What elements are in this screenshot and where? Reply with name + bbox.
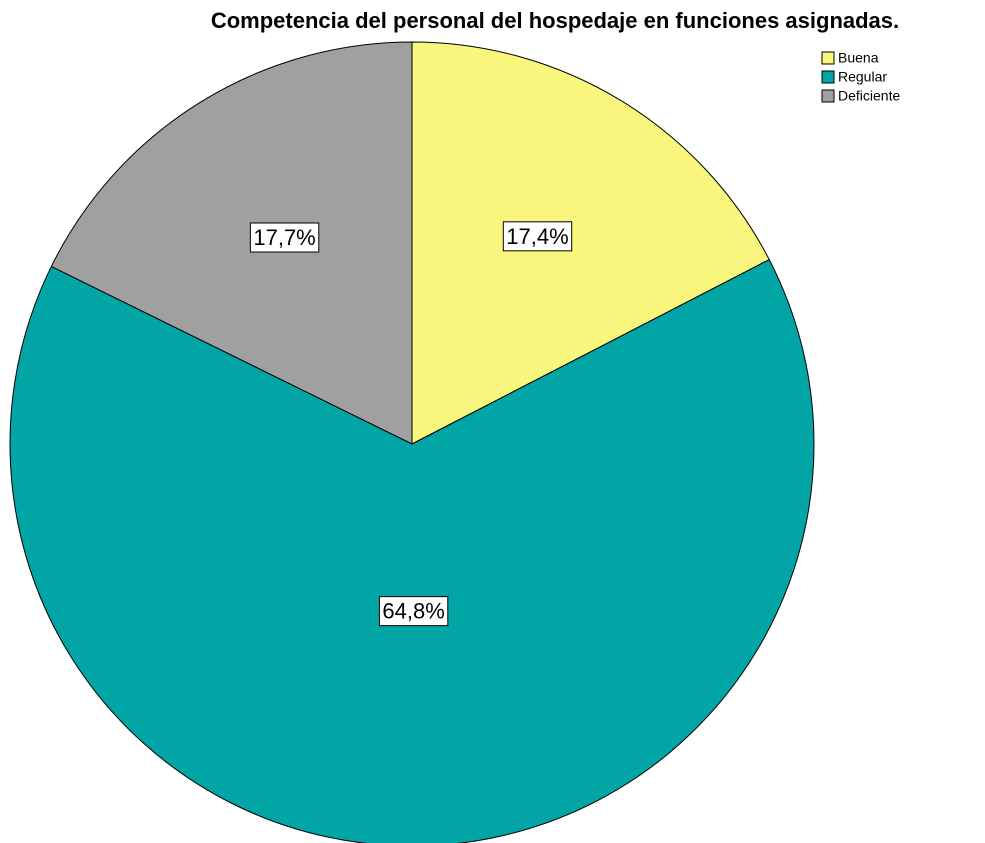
pie-slice xyxy=(50,41,413,445)
legend-swatch xyxy=(821,70,835,84)
pie-slice xyxy=(411,41,770,445)
value-label-text: 17,4% xyxy=(506,224,568,249)
chart-title: Competencia del personal del hospedaje e… xyxy=(211,8,899,33)
value-label-box xyxy=(249,222,320,253)
legend-label: Buena xyxy=(838,50,879,66)
value-label-text: 64,8% xyxy=(382,599,444,624)
value-label: 17,4% xyxy=(502,221,573,252)
legend-swatch xyxy=(821,51,835,65)
legend-label: Deficiente xyxy=(838,88,900,104)
value-label: 64,8% xyxy=(378,596,449,627)
legend-swatch xyxy=(821,89,835,103)
value-label-box xyxy=(378,596,449,627)
value-label-text: 17,7% xyxy=(253,225,315,250)
value-label: 17,7% xyxy=(249,222,320,253)
value-label-box xyxy=(502,221,573,252)
legend-label: Regular xyxy=(838,69,887,85)
pie-slice xyxy=(9,258,815,843)
